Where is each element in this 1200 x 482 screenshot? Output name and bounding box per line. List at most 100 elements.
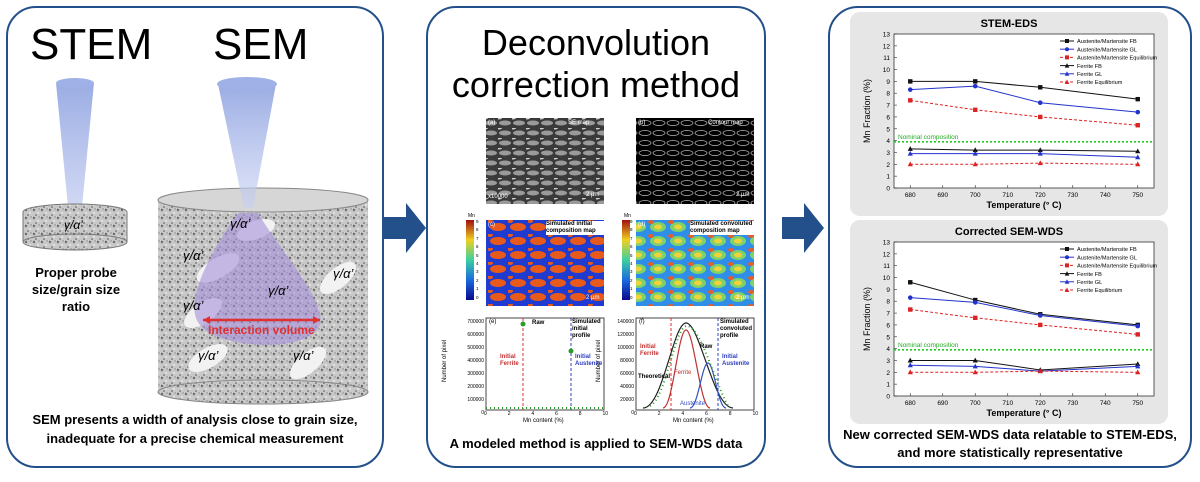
- data-point: [908, 79, 913, 84]
- data-point: [1135, 323, 1141, 329]
- legend-label: Ferrite Equilibrium: [1077, 288, 1123, 294]
- nominal-composition-label: Nominal composition: [898, 342, 959, 349]
- stem-sem-illustration: [22, 77, 369, 405]
- series-line: [910, 309, 1138, 335]
- y-tick-label: 1: [886, 174, 890, 181]
- y-tick-label: 4: [886, 346, 890, 353]
- hist-e-austenite: Initial Austenite: [575, 354, 603, 367]
- series-line: [910, 370, 1138, 373]
- data-point: [1037, 147, 1043, 153]
- series-line: [910, 162, 1138, 165]
- legend-marker: [1065, 255, 1069, 260]
- data-point: [907, 150, 913, 156]
- x-tick-label: 700: [970, 192, 981, 199]
- y-tick-label: 10: [883, 67, 891, 74]
- img-b-scale: 2 µm: [736, 192, 750, 198]
- hist-e-ylabel: Number of pixel: [442, 339, 449, 383]
- hist-e-yticks: 700000 600000 500000 400000 300000 200000 1000…: [467, 319, 484, 416]
- legend-marker: [1064, 287, 1070, 292]
- y-tick-label: 1: [886, 382, 890, 389]
- data-point: [972, 363, 978, 369]
- img-a-scale: 2 µm: [586, 192, 600, 198]
- data-point: [1037, 100, 1043, 106]
- legend-marker: [1065, 247, 1069, 251]
- data-point: [972, 300, 978, 305]
- data-point: [907, 295, 913, 300]
- series-line: [910, 153, 1138, 158]
- data-point: [1135, 332, 1140, 337]
- y-tick-label: 7: [886, 103, 890, 110]
- interaction-volume-shape: [194, 213, 321, 345]
- legend-label: Ferrite GL: [1077, 280, 1102, 286]
- x-tick-label: 710: [1002, 400, 1013, 407]
- img-d-tag: (d): [638, 222, 646, 228]
- y-tick-label: 13: [883, 32, 891, 39]
- left-caption: SEM presents a width of analysis close t…: [32, 412, 358, 446]
- data-point: [1135, 363, 1141, 369]
- legend-label: Austenite/Martensite FB: [1077, 39, 1137, 45]
- data-point: [908, 98, 913, 103]
- stem-phase-label: γ/α’: [64, 218, 83, 232]
- y-tick-label: 0: [886, 394, 890, 401]
- data-point: [1135, 148, 1141, 154]
- x-tick-label: 750: [1132, 192, 1143, 199]
- data-point: [1135, 123, 1140, 128]
- y-tick-label: 2: [886, 370, 890, 377]
- data-point: [972, 150, 978, 156]
- x-tick-label: 730: [1067, 192, 1078, 199]
- x-tick-label: 730: [1067, 400, 1078, 407]
- y-tick-label: 9: [886, 79, 890, 86]
- y-tick-label: 2: [886, 162, 890, 169]
- img-a-tag: (a): [488, 120, 496, 126]
- data-point: [907, 87, 913, 92]
- img-a-mag: x10000: [488, 194, 508, 200]
- se-map-image: [486, 118, 604, 204]
- x-axis-label: Temperature (° C): [987, 200, 1062, 210]
- data-point: [1037, 313, 1043, 318]
- legend-label: Ferrite FB: [1077, 64, 1102, 70]
- hist-f-sim: Simulated convoluted profile: [720, 319, 753, 339]
- sem-phase-label-1: γ/α’: [230, 216, 251, 231]
- data-point: [973, 297, 978, 303]
- data-point: [1038, 322, 1043, 328]
- sem-phase-label-5: γ/α’: [268, 283, 289, 298]
- legend-label: Austenite/Martensite FB: [1077, 247, 1137, 253]
- sem-phase-label-2: γ/α’: [183, 248, 204, 263]
- hist-e-tag: (e): [489, 319, 497, 325]
- y-tick-label: 13: [883, 240, 891, 247]
- sem-beam: [218, 84, 276, 208]
- arrow-right-icon: [384, 203, 426, 253]
- y-tick-label: 12: [883, 43, 891, 50]
- legend-marker: [1064, 79, 1070, 84]
- hist-e-sim: Simulated initial profile: [572, 319, 601, 339]
- y-tick-label: 9: [886, 287, 890, 294]
- x-tick-label: 740: [1100, 400, 1111, 407]
- series-line: [910, 364, 1138, 372]
- data-point: [1135, 161, 1141, 167]
- hist-e-ferrite: Initial Ferrite: [500, 354, 519, 367]
- data-point: [1037, 368, 1043, 374]
- x-tick-label: 680: [905, 400, 916, 407]
- histogram-e: [485, 317, 605, 411]
- data-point: [1038, 85, 1043, 90]
- arrow-right-icon: [782, 203, 824, 253]
- data-point: [1037, 160, 1043, 166]
- x-tick-label: 690: [937, 400, 948, 407]
- y-tick-label: 6: [886, 322, 890, 329]
- data-point: [907, 357, 913, 363]
- hist-f-austenite: Austenite: [680, 401, 706, 407]
- deconvolution-panel: Deconvolution correction method: [426, 6, 766, 468]
- y-tick-label: 5: [886, 334, 890, 341]
- hist-f-ferrite-init: Initial Ferrite: [640, 344, 659, 357]
- img-c-label: Simulated initial composition map: [546, 221, 604, 235]
- img-b-label: Contour map: [708, 120, 743, 126]
- x-tick-label: 720: [1035, 192, 1046, 199]
- results-panel: STEM-EDS 0 1 2 3 4 5 6 7 8 9 10 11 12 13 680 690 700 710 72…: [828, 6, 1192, 468]
- x-tick-label: 720: [1035, 400, 1046, 407]
- y-tick-label: 4: [886, 138, 890, 145]
- deconvolution-title: Deconvolution correction method: [451, 22, 741, 105]
- data-point: [1135, 109, 1141, 115]
- sem-phase-label-4: γ/α’: [183, 298, 204, 313]
- x-tick-label: 690: [937, 192, 948, 199]
